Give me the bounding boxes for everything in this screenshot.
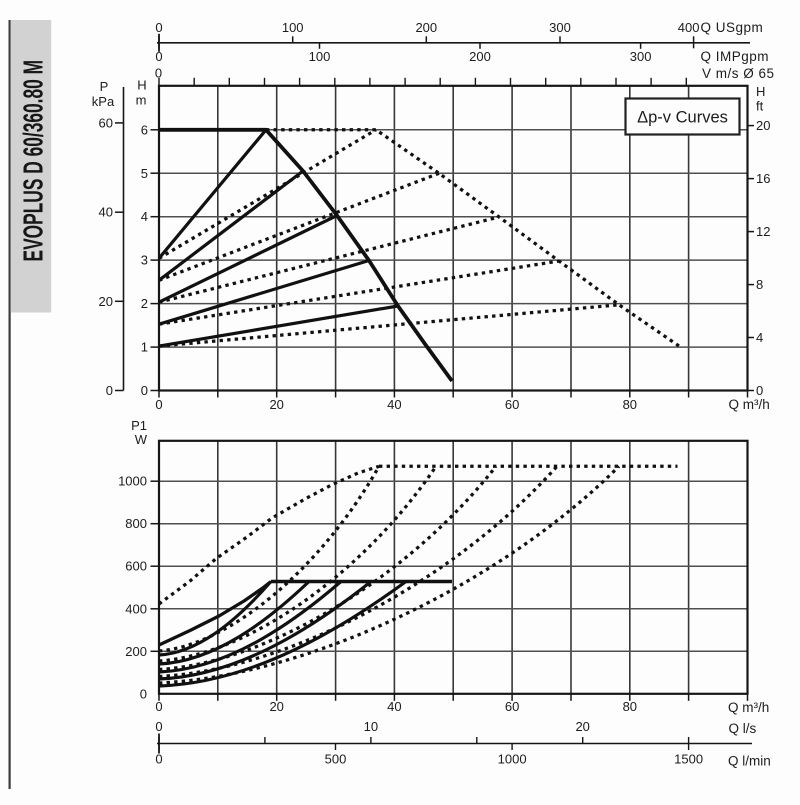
svg-text:0: 0 (141, 383, 148, 398)
svg-text:300: 300 (630, 49, 652, 64)
svg-text:1000: 1000 (118, 474, 147, 489)
svg-text:EVOPLUS D 60/360.80 M: EVOPLUS D 60/360.80 M (17, 60, 48, 262)
svg-text:200: 200 (125, 644, 147, 659)
svg-text:40: 40 (387, 699, 401, 714)
svg-text:P: P (100, 79, 109, 94)
svg-text:H: H (137, 78, 146, 93)
svg-text:kPa: kPa (92, 94, 115, 109)
svg-text:40: 40 (387, 397, 401, 412)
svg-text:8: 8 (756, 277, 763, 292)
svg-text:4: 4 (756, 330, 763, 345)
svg-text:0: 0 (106, 383, 113, 398)
svg-text:16: 16 (756, 171, 770, 186)
svg-text:0: 0 (155, 752, 162, 767)
svg-text:60: 60 (99, 115, 113, 130)
svg-text:200: 200 (469, 49, 491, 64)
svg-text:80: 80 (623, 699, 637, 714)
svg-text:300: 300 (549, 20, 571, 35)
svg-text:4: 4 (141, 209, 148, 224)
svg-text:V m/s Ø 65: V m/s Ø 65 (702, 66, 775, 81)
svg-text:1500: 1500 (674, 752, 703, 767)
svg-text:200: 200 (415, 20, 437, 35)
svg-text:H: H (756, 84, 765, 99)
svg-text:20: 20 (99, 294, 113, 309)
svg-text:W: W (135, 432, 148, 447)
svg-text:0: 0 (155, 49, 162, 64)
svg-text:Q m³/h: Q m³/h (729, 397, 770, 412)
svg-text:P1: P1 (131, 418, 147, 433)
svg-text:0: 0 (155, 66, 162, 81)
svg-text:100: 100 (282, 20, 304, 35)
svg-text:3: 3 (141, 253, 148, 268)
svg-text:0: 0 (140, 686, 147, 701)
svg-text:500: 500 (325, 752, 347, 767)
svg-text:6: 6 (141, 122, 148, 137)
svg-text:20: 20 (269, 397, 283, 412)
svg-text:20: 20 (756, 118, 770, 133)
svg-text:400: 400 (678, 20, 700, 35)
svg-text:Q l/min: Q l/min (728, 754, 771, 769)
svg-text:Δp-v Curves: Δp-v Curves (637, 109, 728, 127)
svg-text:1000: 1000 (498, 752, 527, 767)
svg-text:Q l/s: Q l/s (729, 721, 757, 736)
svg-text:0: 0 (155, 397, 162, 412)
svg-text:20: 20 (269, 699, 283, 714)
svg-text:60: 60 (505, 699, 519, 714)
svg-text:1: 1 (141, 340, 148, 355)
svg-text:10: 10 (364, 719, 378, 734)
svg-text:600: 600 (125, 559, 147, 574)
svg-text:0: 0 (155, 719, 162, 734)
svg-text:0: 0 (155, 699, 162, 714)
svg-text:Q m³/h: Q m³/h (728, 700, 769, 715)
svg-text:40: 40 (99, 205, 113, 220)
svg-text:0: 0 (155, 20, 162, 35)
svg-text:20: 20 (575, 719, 589, 734)
svg-text:ft: ft (756, 99, 764, 114)
svg-text:60: 60 (505, 397, 519, 412)
svg-text:100: 100 (309, 49, 331, 64)
svg-text:m: m (136, 93, 147, 108)
svg-text:400: 400 (125, 601, 147, 616)
svg-text:5: 5 (141, 166, 148, 181)
svg-text:12: 12 (756, 224, 770, 239)
svg-text:Q IMPgpm: Q IMPgpm (701, 49, 770, 64)
svg-text:0: 0 (756, 383, 763, 398)
svg-text:800: 800 (125, 516, 147, 531)
svg-text:2: 2 (141, 296, 148, 311)
svg-text:80: 80 (623, 397, 637, 412)
svg-text:Q USgpm: Q USgpm (701, 20, 764, 35)
